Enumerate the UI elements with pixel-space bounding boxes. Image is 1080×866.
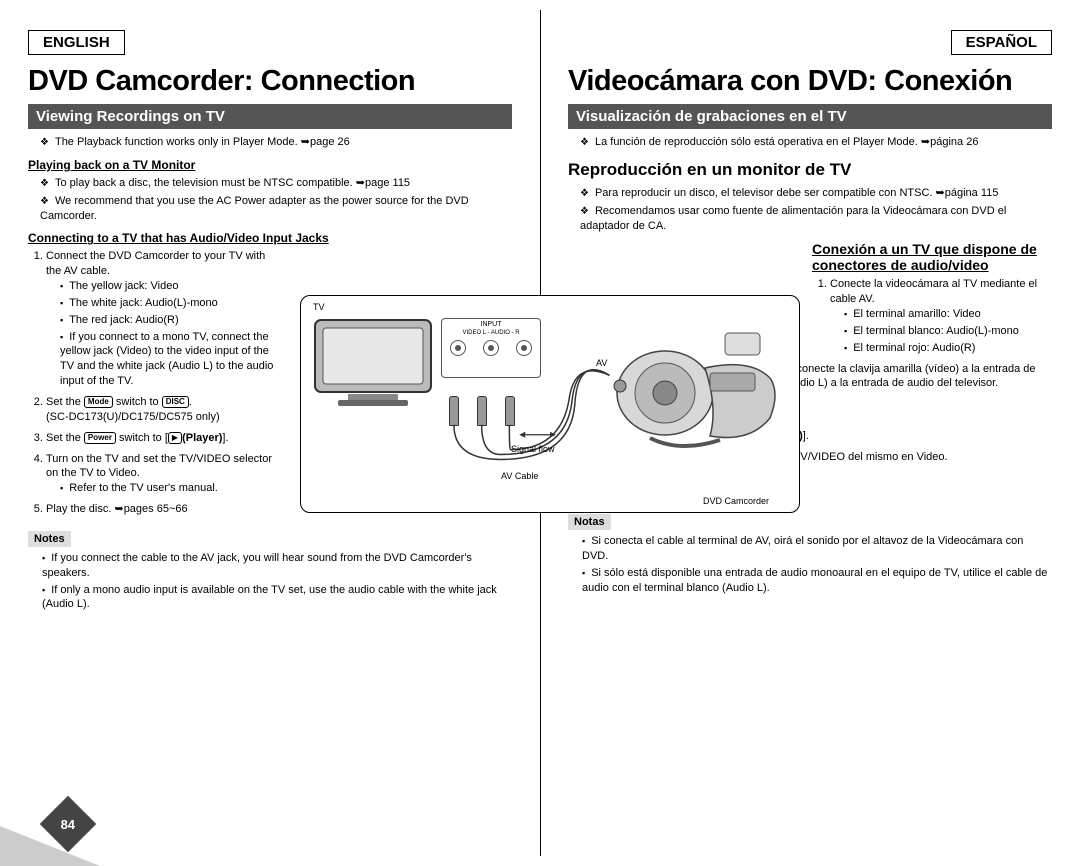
right-wrap-es: Conexión a un TV que dispone de conector…: [812, 241, 1052, 355]
note1-es: Si conecta el cable al terminal de AV, o…: [582, 534, 1052, 564]
step4-sub-en: Refer to the TV user's manual.: [60, 481, 283, 496]
plug-white-icon: [477, 396, 487, 426]
step4-text-en: Turn on the TV and set the TV/VIDEO sele…: [46, 453, 272, 480]
step1-lead-es: Conecte la videocámara al TV mediante el…: [830, 278, 1037, 305]
step1-sublist-es: El terminal amarillo: Video El terminal …: [830, 307, 1052, 356]
av-cable-label: AV Cable: [501, 471, 538, 481]
camcorder-label: DVD Camcorder: [703, 496, 769, 506]
step1d-en: If you connect to a mono TV, connect the…: [60, 330, 283, 389]
lang-tab-english: ENGLISH: [28, 30, 125, 55]
intro-list-es: La función de reproducción sólo está ope…: [568, 135, 1052, 150]
lang-tab-spanish: ESPAÑOL: [951, 30, 1052, 55]
step1-en: Connect the DVD Camcorder to your TV wit…: [46, 249, 283, 389]
playback-heading-en: Playing back on a TV Monitor: [28, 158, 512, 172]
step3a-en: Set the: [46, 432, 84, 444]
playback-b1-es: Para reproducir un disco, el televisor d…: [580, 186, 1052, 201]
intro-text-es: La función de reproducción sólo está ope…: [580, 135, 1052, 150]
audio-r-jack-icon: [516, 340, 532, 356]
step4-en: Turn on the TV and set the TV/VIDEO sele…: [46, 452, 283, 497]
section-bar-spanish: Visualización de grabaciones en el TV: [568, 104, 1052, 129]
section-bar-english: Viewing Recordings on TV: [28, 104, 512, 129]
intro-list-en: The Playback function works only in Play…: [28, 135, 512, 150]
manual-page: ENGLISH DVD Camcorder: Connection Viewin…: [0, 0, 1080, 866]
step1c-en: The red jack: Audio(R): [60, 313, 283, 328]
connect-heading-es: Conexión a un TV que dispone de conector…: [812, 241, 1052, 273]
steps-top-es: Conecte la videocámara al TV mediante el…: [812, 277, 1052, 355]
step2d-en: DISC: [162, 396, 189, 408]
note2-en: If only a mono audio input is available …: [42, 583, 512, 613]
playback-list-es: Para reproducir un disco, el televisor d…: [568, 186, 1052, 234]
notes-label-es: Notas: [568, 514, 611, 530]
signal-flow-label: Signal flow: [511, 444, 555, 454]
step3-en: Set the Power switch to [▶(Player)].: [46, 431, 283, 446]
step1b-es: El terminal blanco: Audio(L)-mono: [844, 324, 1052, 339]
connection-diagram: TV INPUT VIDEO L - AUDIO - R: [300, 295, 800, 513]
title-english: DVD Camcorder: Connection: [28, 65, 512, 98]
plug-yellow-icon: [449, 396, 459, 426]
step3e-es: ].: [803, 430, 809, 442]
step3c-en: switch to [: [116, 432, 168, 444]
step2b-en: Mode: [84, 396, 113, 408]
jack-labels: VIDEO L - AUDIO - R: [442, 330, 540, 336]
step1a-es: El terminal amarillo: Video: [844, 307, 1052, 322]
note2-es: Si sólo está disponible una entrada de a…: [582, 566, 1052, 596]
connect-heading-en: Connecting to a TV that has Audio/Video …: [28, 231, 512, 245]
av-port-label: AV: [596, 358, 607, 368]
step1-es: Conecte la videocámara al TV mediante el…: [830, 277, 1052, 355]
audio-l-jack-icon: [483, 340, 499, 356]
playback-b1-en: To play back a disc, the television must…: [40, 176, 512, 191]
step3e-en: ].: [222, 432, 228, 444]
step3b-en: Power: [84, 432, 116, 444]
steps-wrap-en: Connect the DVD Camcorder to your TV wit…: [28, 249, 283, 517]
playback-b2-es: Recomendamos usar como fuente de aliment…: [580, 204, 1052, 234]
step5-en: Play the disc. ➥pages 65~66: [46, 502, 283, 517]
step2-note-en: (SC-DC173(U)/DC175/DC575 only): [46, 411, 220, 423]
camcorder-icon: [610, 318, 785, 458]
playback-heading-es: Reproducción en un monitor de TV: [568, 160, 1052, 180]
title-spanish: Videocámara con DVD: Conexión: [568, 65, 1052, 98]
video-jack-icon: [450, 340, 466, 356]
steps-list-en: Connect the DVD Camcorder to your TV wit…: [28, 249, 283, 517]
playback-b2-en: We recommend that you use the AC Power a…: [40, 194, 512, 224]
intro-text-en: The Playback function works only in Play…: [40, 135, 512, 150]
step2c-en: switch to: [113, 396, 162, 408]
notes-label-en: Notes: [28, 531, 71, 547]
tv-icon: [313, 318, 433, 408]
diagram-tv-label: TV: [313, 302, 325, 312]
note1-en: If you connect the cable to the AV jack,…: [42, 551, 512, 581]
step1b-en: The white jack: Audio(L)-mono: [60, 296, 283, 311]
input-panel: INPUT VIDEO L - AUDIO - R: [441, 318, 541, 378]
input-label: INPUT: [442, 321, 540, 328]
step2e-en: .: [189, 396, 192, 408]
page-number: 84: [61, 817, 75, 832]
av-plugs: [449, 396, 515, 426]
playback-list-en: To play back a disc, the television must…: [28, 176, 512, 224]
notes-list-en: If you connect the cable to the AV jack,…: [28, 551, 512, 612]
step2-en: Set the Mode switch to DISC. (SC-DC173(U…: [46, 395, 283, 425]
step1-sublist-en: The yellow jack: Video The white jack: A…: [46, 279, 283, 389]
step2a-en: Set the: [46, 396, 84, 408]
step1-lead-en: Connect the DVD Camcorder to your TV wit…: [46, 250, 265, 277]
step1a-en: The yellow jack: Video: [60, 279, 283, 294]
notes-list-es: Si conecta el cable al terminal de AV, o…: [568, 534, 1052, 595]
step3d-en: (Player): [182, 432, 222, 444]
plug-red-icon: [505, 396, 515, 426]
step1c-es: El terminal rojo: Audio(R): [844, 341, 1052, 356]
